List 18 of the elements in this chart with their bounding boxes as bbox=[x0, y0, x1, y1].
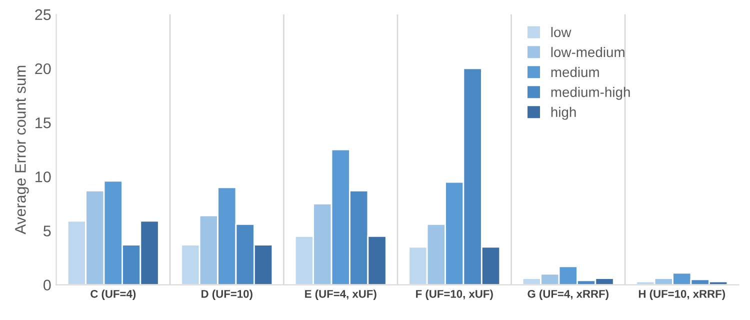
legend-label: low bbox=[551, 26, 572, 38]
x-tick-label: C (UF=4) bbox=[90, 290, 136, 300]
y-tick-label: 0 bbox=[43, 280, 51, 290]
legend-label: high bbox=[551, 106, 576, 120]
x-tick-label: F (UF=10, xUF) bbox=[416, 290, 493, 300]
legend-label: medium-high bbox=[551, 86, 630, 100]
y-tick-label: 20 bbox=[35, 63, 51, 74]
x-tick-label: E (UF=4, xUF) bbox=[305, 290, 376, 300]
y-tick-label: 15 bbox=[36, 118, 51, 128]
x-tick-label: G (UF=4, xRRF) bbox=[528, 290, 608, 300]
y-tick-label: 25 bbox=[35, 9, 51, 20]
y-tick-label: 10 bbox=[36, 172, 51, 182]
x-tick-label: D (UF=10) bbox=[202, 290, 252, 300]
x-tick-label: H (UF=10, xRRF) bbox=[638, 290, 726, 300]
legend-label: medium bbox=[551, 66, 599, 78]
y-tick-label: 5 bbox=[44, 226, 51, 236]
y-axis-title: Average Error count sum bbox=[15, 66, 29, 234]
legend-label: low-medium bbox=[551, 46, 624, 58]
